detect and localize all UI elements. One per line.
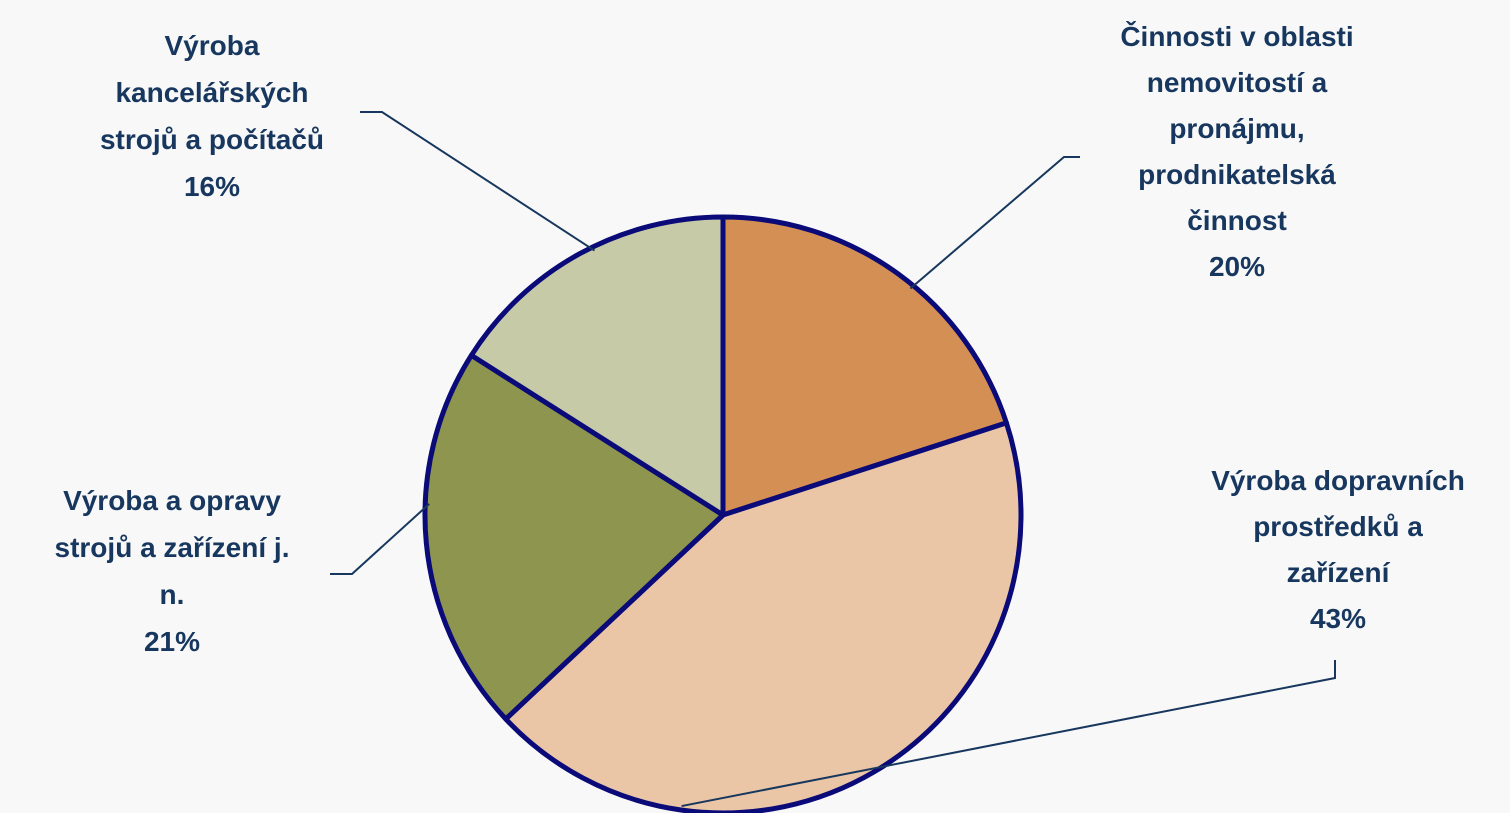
slice-label-line: prostředků a xyxy=(1253,511,1423,542)
leader-line xyxy=(909,156,1080,290)
slice-label-line: nemovitostí a xyxy=(1147,67,1328,98)
slice-label-line: kancelářských xyxy=(115,77,308,108)
leader-line xyxy=(360,111,596,252)
slice-label: Výroba dopravních prostředků a zařízení 43% xyxy=(1211,465,1465,634)
slice-label-line: strojů a zařízení j. xyxy=(55,532,290,563)
slice-label: Výroba a opravy strojů a zařízení j. n. 21% xyxy=(55,485,290,657)
pie-slice xyxy=(720,214,1009,518)
slice-percent: 43% xyxy=(1310,603,1366,634)
slice-label: Činnosti v oblasti nemovitostí a pronájmu,… xyxy=(1120,20,1353,282)
slice-label-line: Výroba dopravních xyxy=(1211,465,1465,496)
slice-percent: 16% xyxy=(184,171,240,202)
leader-lines xyxy=(330,111,1336,808)
slice-percent: 20% xyxy=(1209,251,1265,282)
pie-slice xyxy=(468,214,726,518)
slice-label-line: Činnosti v oblasti xyxy=(1120,20,1353,52)
slice-label: Výroba kancelářských strojů a počítačů 16% xyxy=(100,30,324,202)
slice-label-line: strojů a počítačů xyxy=(100,124,324,155)
slice-label-line: prodnikatelská xyxy=(1138,159,1336,190)
slice-labels: Činnosti v oblasti nemovitostí a pronájmu,… xyxy=(55,20,1465,657)
slice-label-line: Výroba a opravy xyxy=(63,485,281,516)
slice-label-line: Výroba xyxy=(165,30,260,61)
leader-line xyxy=(330,503,430,575)
pie-slice xyxy=(422,352,726,722)
slice-label-line: činnost xyxy=(1187,205,1287,236)
slice-percent: 21% xyxy=(144,626,200,657)
pie-slice xyxy=(503,420,1024,813)
leader-line xyxy=(681,660,1336,808)
slice-label-line: pronájmu, xyxy=(1169,113,1304,144)
slice-label-line: zařízení xyxy=(1287,557,1391,588)
pie-slices xyxy=(422,214,1024,813)
slice-label-line: n. xyxy=(160,579,185,610)
